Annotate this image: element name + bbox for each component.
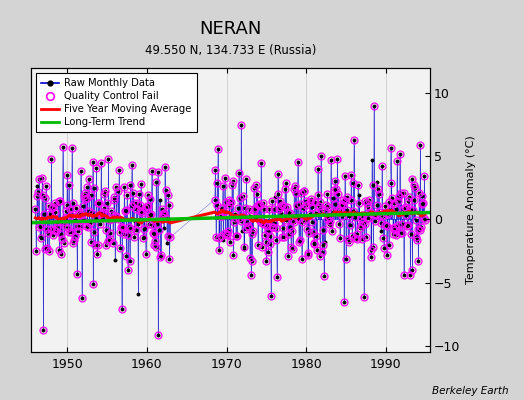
Text: NERAN: NERAN (199, 20, 262, 38)
Text: Berkeley Earth: Berkeley Earth (432, 386, 508, 396)
Legend: Raw Monthly Data, Quality Control Fail, Five Year Moving Average, Long-Term Tren: Raw Monthly Data, Quality Control Fail, … (37, 73, 197, 132)
Text: 49.550 N, 134.733 E (Russia): 49.550 N, 134.733 E (Russia) (145, 44, 316, 57)
Y-axis label: Temperature Anomaly (°C): Temperature Anomaly (°C) (466, 136, 476, 284)
